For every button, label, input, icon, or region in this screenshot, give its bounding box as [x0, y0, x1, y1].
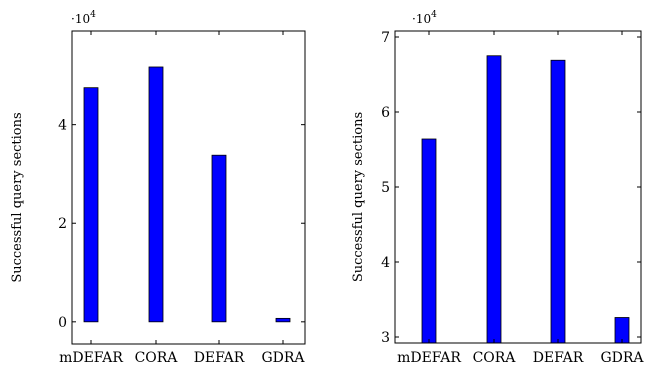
x-tick-label: mDEFAR	[59, 350, 123, 366]
y-axis-title: Successful query sections	[351, 112, 366, 282]
y-tick-label: 3	[381, 330, 390, 346]
x-tick-label: GDRA	[600, 350, 644, 366]
x-tick-label: CORA	[135, 350, 179, 366]
scale-exponent: 4	[431, 10, 437, 20]
y-tick-label: 2	[58, 216, 67, 232]
x-tick-label: mDEFAR	[397, 350, 461, 366]
x-tick-label: DEFAR	[194, 350, 245, 366]
scale-label: ·104	[71, 10, 96, 26]
y-tick-label: 4	[58, 118, 67, 134]
bar-mdefar	[421, 138, 437, 344]
bar-mdefar	[83, 87, 99, 323]
bar-defar	[211, 154, 227, 323]
bar-cora	[148, 66, 164, 323]
y-tick-label: 7	[381, 30, 390, 46]
y-tick-label: 5	[381, 180, 390, 196]
y-axis-title: Successful query sections	[10, 112, 25, 282]
x-tick-label: GDRA	[261, 350, 305, 366]
chart-panel-1: 0 2 4 mDEFAR CORA DEFAR GDRA Successful query s…	[10, 10, 306, 366]
scale-exponent: 4	[90, 10, 96, 20]
x-tick-label: CORA	[473, 350, 517, 366]
bar-gdra	[275, 317, 291, 323]
y-tick-label: 6	[381, 105, 390, 121]
y-tick-label: 0	[58, 315, 67, 331]
y-tick-label: 4	[381, 255, 390, 271]
chart-panel-2: 3 4 5 6 7 mDEFAR CORA DEFAR GDRA Successful query…	[351, 10, 644, 366]
x-tick-label: DEFAR	[533, 350, 584, 366]
bar-cora	[486, 55, 502, 344]
scale-label: ·104	[412, 10, 437, 26]
bar-defar	[550, 59, 566, 344]
plot-frame	[71, 30, 306, 345]
